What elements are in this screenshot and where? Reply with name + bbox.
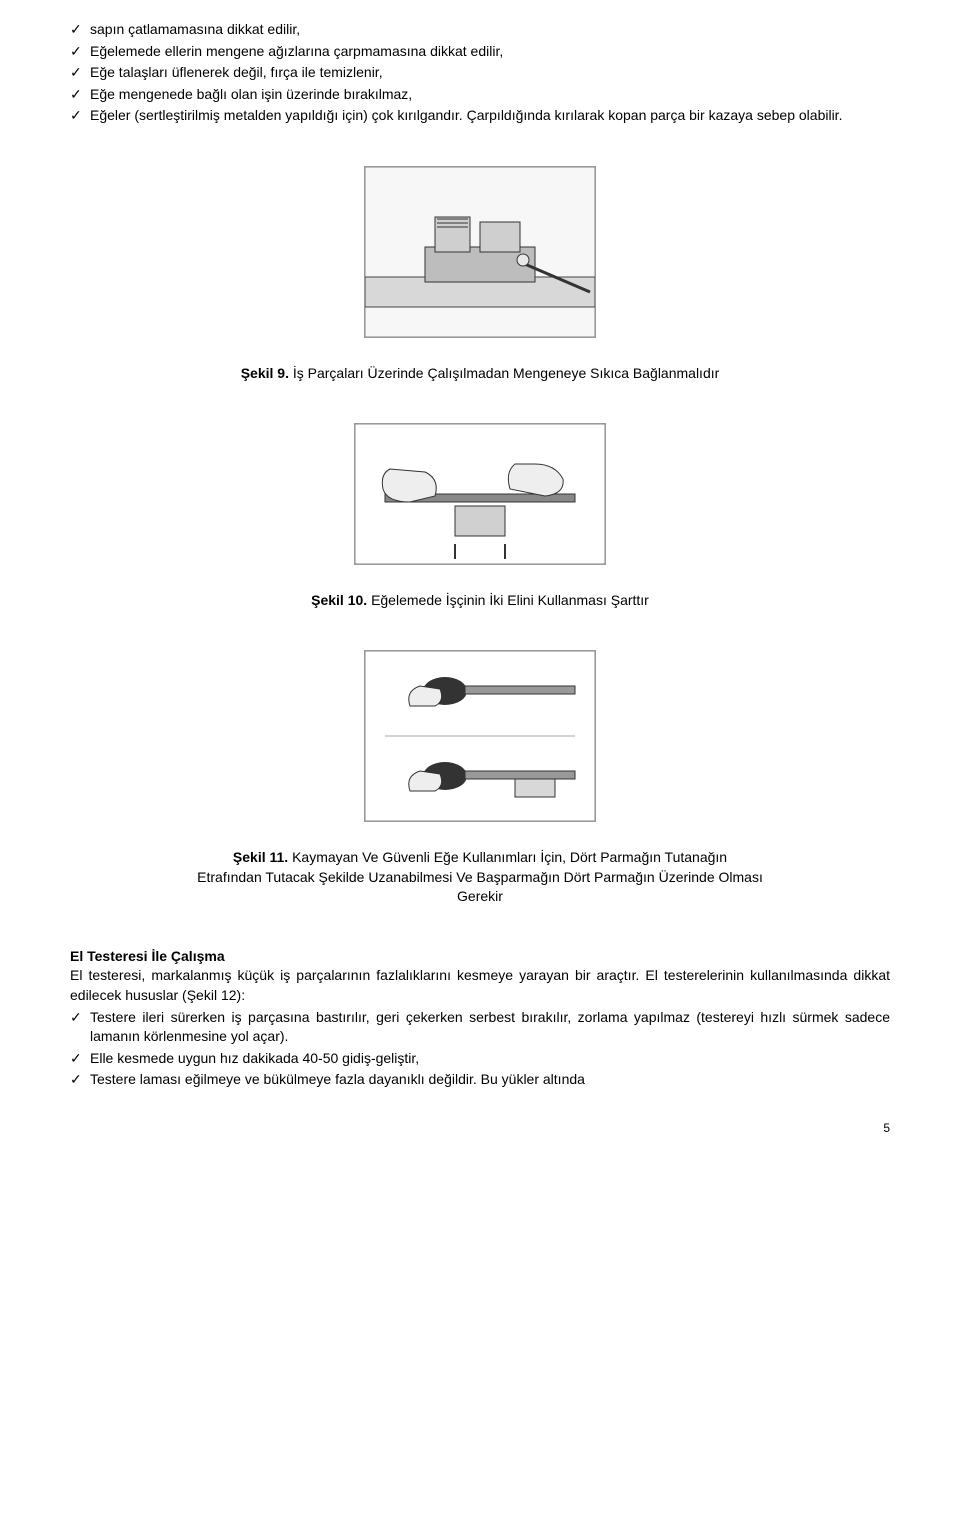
figure-10-caption: Şekil 10. Eğelemede İşçinin İki Elini Ku…	[70, 591, 890, 611]
check-icon: ✓	[70, 42, 90, 62]
bullet-text: Testere ileri sürerken iş parçasına bast…	[90, 1008, 890, 1047]
list-item: ✓ Testere laması eğilmeye ve bükülmeye f…	[70, 1070, 890, 1090]
figure-11-caption: Şekil 11. Kaymayan Ve Güvenli Eğe Kullan…	[70, 848, 890, 907]
figure-9: Şekil 9. İş Parçaları Üzerinde Çalışılma…	[70, 166, 890, 383]
top-bullet-list: ✓ sapın çatlamamasına dikkat edilir, ✓ E…	[70, 20, 890, 126]
list-item: ✓ sapın çatlamamasına dikkat edilir,	[70, 20, 890, 40]
check-icon: ✓	[70, 63, 90, 83]
bullet-text: Elle kesmede uygun hız dakikada 40-50 gi…	[90, 1049, 890, 1069]
list-item: ✓ Eğelemede ellerin mengene ağızlarına ç…	[70, 42, 890, 62]
figure-11: Şekil 11. Kaymayan Ve Güvenli Eğe Kullan…	[70, 650, 890, 906]
page-number: 5	[70, 1120, 890, 1137]
figure-caption-text: İş Parçaları Üzerinde Çalışılmadan Menge…	[293, 365, 719, 381]
check-icon: ✓	[70, 1008, 90, 1028]
list-item: ✓ Testere ileri sürerken iş parçasına ba…	[70, 1008, 890, 1047]
list-item: ✓ Eğe talaşları üflenerek değil, fırça i…	[70, 63, 890, 83]
list-item: ✓ Eğe mengenede bağlı olan işin üzerinde…	[70, 85, 890, 105]
figure-9-caption: Şekil 9. İş Parçaları Üzerinde Çalışılma…	[70, 364, 890, 384]
check-icon: ✓	[70, 1070, 90, 1090]
figure-10-image	[354, 423, 606, 565]
figure-label: Şekil 10.	[311, 592, 367, 608]
section-intro: El testeresi, markalanmış küçük iş parça…	[70, 966, 890, 1005]
figure-label: Şekil 11.	[233, 849, 288, 865]
check-icon: ✓	[70, 1049, 90, 1069]
bullet-text: Eğelemede ellerin mengene ağızlarına çar…	[90, 42, 890, 62]
figure-10: Şekil 10. Eğelemede İşçinin İki Elini Ku…	[70, 423, 890, 610]
figure-11-image	[364, 650, 596, 822]
section-heading: El Testeresi İle Çalışma	[70, 947, 890, 967]
bullet-text: Eğeler (sertleştirilmiş metalden yapıldı…	[90, 106, 890, 126]
figure-caption-text: Kaymayan Ve Güvenli Eğe Kullanımları İçi…	[292, 849, 727, 865]
figure-caption-text: Gerekir	[70, 887, 890, 907]
check-icon: ✓	[70, 20, 90, 40]
section-bullet-list: ✓ Testere ileri sürerken iş parçasına ba…	[70, 1008, 890, 1090]
bullet-text: Eğe talaşları üflenerek değil, fırça ile…	[90, 63, 890, 83]
figure-label: Şekil 9.	[241, 365, 289, 381]
bullet-text: Eğe mengenede bağlı olan işin üzerinde b…	[90, 85, 890, 105]
list-item: ✓ Elle kesmede uygun hız dakikada 40-50 …	[70, 1049, 890, 1069]
check-icon: ✓	[70, 106, 90, 126]
bullet-text: Testere laması eğilmeye ve bükülmeye faz…	[90, 1070, 890, 1090]
bullet-text: sapın çatlamamasına dikkat edilir,	[90, 20, 890, 40]
figure-caption-text: Etrafından Tutacak Şekilde Uzanabilmesi …	[70, 868, 890, 888]
figure-9-image	[364, 166, 596, 338]
check-icon: ✓	[70, 85, 90, 105]
figure-caption-text: Eğelemede İşçinin İki Elini Kullanması Ş…	[371, 592, 649, 608]
list-item: ✓ Eğeler (sertleştirilmiş metalden yapıl…	[70, 106, 890, 126]
